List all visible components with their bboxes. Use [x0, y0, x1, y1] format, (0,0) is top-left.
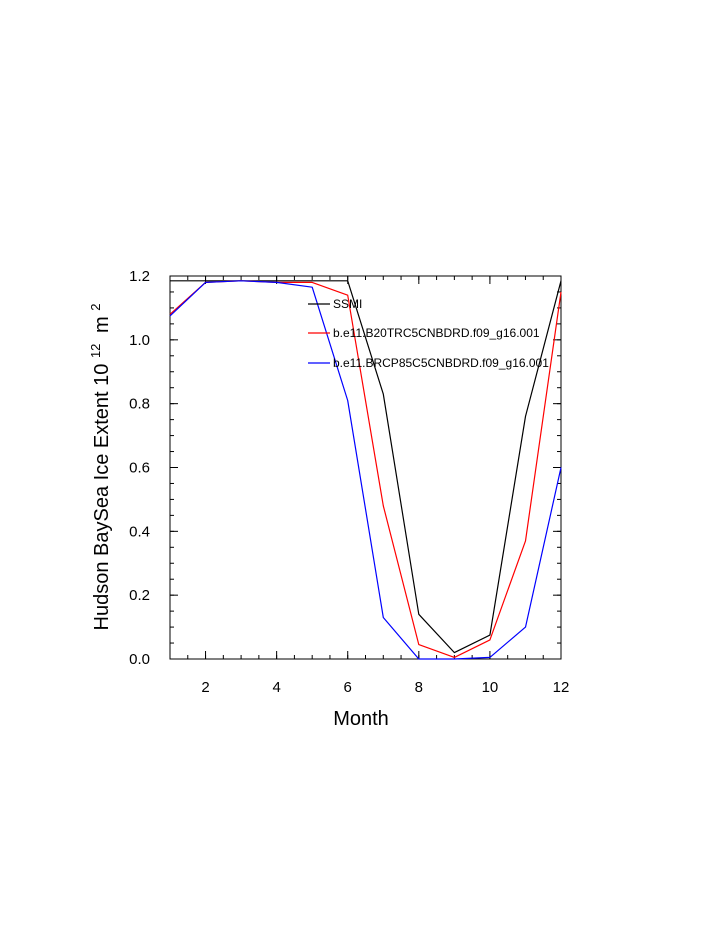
x-tick-labels: 2 4 6 8 10 12 [201, 679, 569, 696]
y-tick-label: 0.6 [129, 460, 150, 477]
y-axis-title-unit-exponent: 2 [88, 304, 103, 311]
x-tick-label: 4 [272, 679, 280, 696]
y-tick-label: 0.8 [129, 396, 150, 413]
y-tick-labels: 0.0 0.2 0.4 0.6 0.8 1.0 1.2 [129, 268, 150, 668]
y-axis-title-main: Hudson BaySea Ice Extent 10 [91, 364, 113, 631]
series-line-3 [169, 280, 562, 660]
y-axis-title: Hudson BaySea Ice Extent 10 12 m 2 [83, 304, 113, 631]
x-axis-title: Month [333, 708, 389, 730]
x-tick-label: 12 [553, 679, 570, 696]
y-axis-title-unit: m [91, 316, 113, 333]
x-tick-label: 6 [344, 679, 352, 696]
y-tick-label: 1.2 [129, 268, 150, 285]
series-lines [169, 280, 562, 660]
y-tick-label: 0.2 [129, 587, 150, 604]
y-tick-label: 0.0 [129, 651, 150, 668]
y-tick-label: 1.0 [129, 332, 150, 349]
y-tick-label: 0.4 [129, 523, 150, 540]
legend-label-3: b.e11.BRCP85C5CNBDRD.f09_g16.001 [333, 356, 549, 370]
x-tick-label: 8 [415, 679, 423, 696]
legend-label-1: SSMI [333, 297, 362, 311]
legend: SSMI b.e11.B20TRC5CNBDRD.f09_g16.001 b.e11… [308, 297, 549, 370]
legend-label-2: b.e11.B20TRC5CNBDRD.f09_g16.001 [333, 326, 540, 340]
y-axis-title-exponent: 12 [88, 344, 103, 358]
x-tick-label: 10 [482, 679, 499, 696]
x-tick-label: 2 [201, 679, 209, 696]
